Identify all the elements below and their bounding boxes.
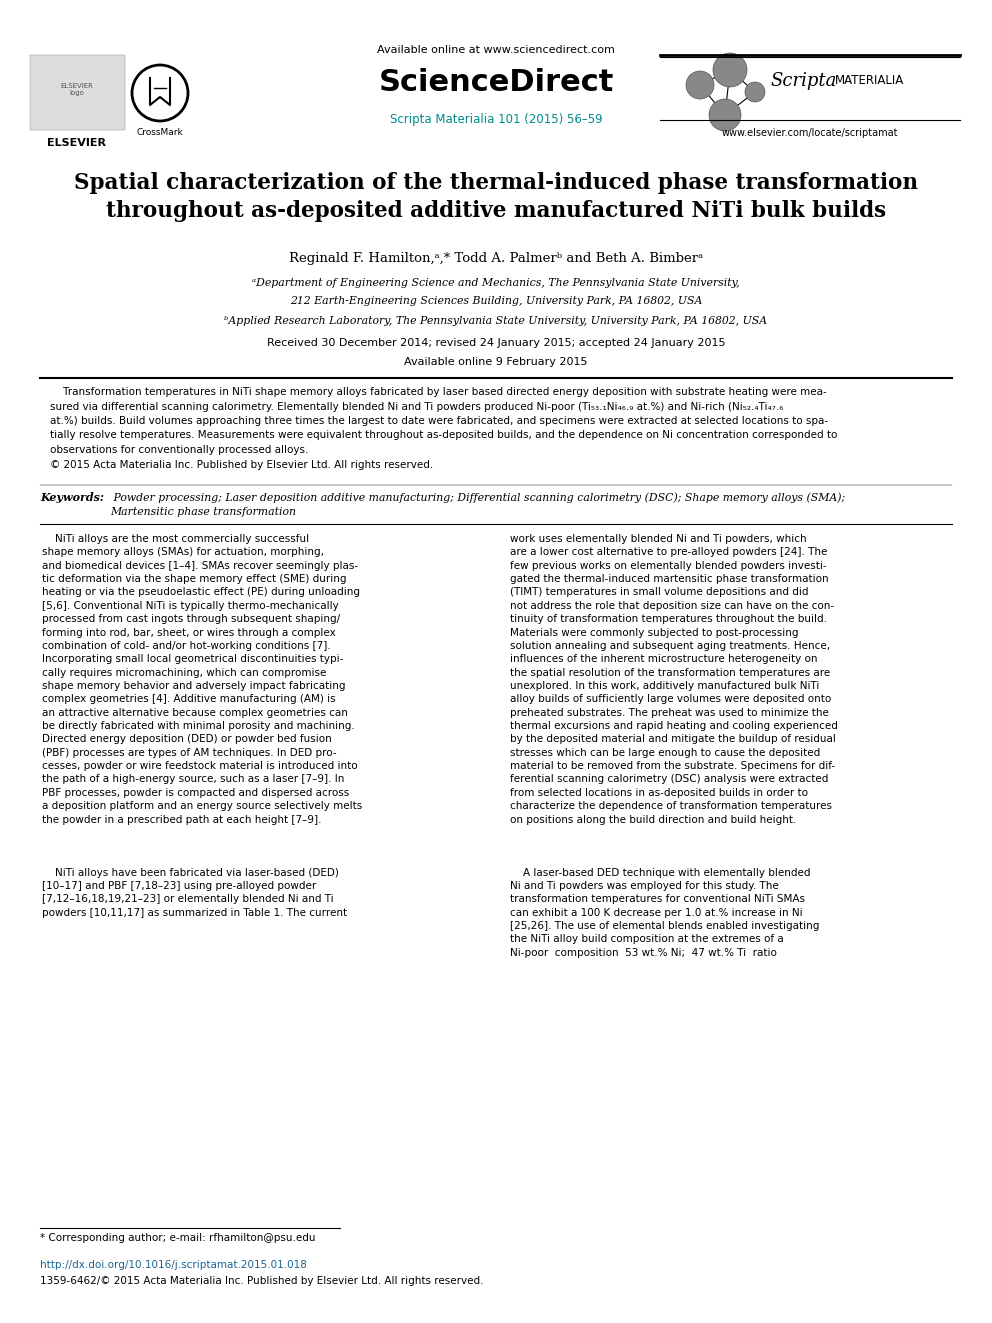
- Text: Martensitic phase transformation: Martensitic phase transformation: [110, 507, 296, 517]
- Text: ᵇApplied Research Laboratory, The Pennsylvania State University, University Park: ᵇApplied Research Laboratory, The Pennsy…: [224, 316, 768, 325]
- Text: 212 Earth-Engineering Sciences Building, University Park, PA 16802, USA: 212 Earth-Engineering Sciences Building,…: [290, 296, 702, 306]
- Text: Scripta Materialia 101 (2015) 56–59: Scripta Materialia 101 (2015) 56–59: [390, 112, 602, 126]
- Ellipse shape: [686, 71, 714, 99]
- Text: ScienceDirect: ScienceDirect: [378, 67, 614, 97]
- Text: sured via differential scanning calorimetry. Elementally blended Ni and Ti powde: sured via differential scanning calorime…: [50, 401, 784, 411]
- Bar: [30, 56, 125, 130]
- Text: NiTi alloys are the most commercially successful
shape memory alloys (SMAs) for : NiTi alloys are the most commercially su…: [42, 534, 362, 824]
- Text: Powder processing; Laser deposition additive manufacturing; Differential scannin: Powder processing; Laser deposition addi…: [110, 492, 845, 503]
- Text: CrossMark: CrossMark: [137, 128, 184, 138]
- Text: ᵃDepartment of Engineering Science and Mechanics, The Pennsylvania State Univers: ᵃDepartment of Engineering Science and M…: [252, 278, 740, 288]
- Text: ELSEVIER: ELSEVIER: [48, 138, 106, 148]
- Text: NiTi alloys have been fabricated via laser-based (DED)
[10–17] and PBF [7,18–23]: NiTi alloys have been fabricated via las…: [42, 868, 347, 918]
- Ellipse shape: [709, 99, 741, 131]
- Ellipse shape: [713, 53, 747, 87]
- Text: 1359-6462/© 2015 Acta Materialia Inc. Published by Elsevier Ltd. All rights rese: 1359-6462/© 2015 Acta Materialia Inc. Pu…: [40, 1275, 483, 1286]
- Text: Received 30 December 2014; revised 24 January 2015; accepted 24 January 2015: Received 30 December 2014; revised 24 Ja…: [267, 337, 725, 348]
- Text: Keywords:: Keywords:: [40, 492, 104, 503]
- Text: * Corresponding author; e-mail: rfhamilton@psu.edu: * Corresponding author; e-mail: rfhamilt…: [40, 1233, 315, 1244]
- Text: tially resolve temperatures. Measurements were equivalent throughout as-deposite: tially resolve temperatures. Measurement…: [50, 430, 837, 441]
- Text: Available online at www.sciencedirect.com: Available online at www.sciencedirect.co…: [377, 45, 615, 56]
- Text: Scripta: Scripta: [770, 71, 836, 90]
- Ellipse shape: [745, 82, 765, 102]
- Text: ELSEVIER
logo: ELSEVIER logo: [61, 83, 93, 97]
- Text: observations for conventionally processed alloys.: observations for conventionally processe…: [50, 445, 309, 455]
- Text: http://dx.doi.org/10.1016/j.scriptamat.2015.01.018: http://dx.doi.org/10.1016/j.scriptamat.2…: [40, 1259, 307, 1270]
- Text: at.%) builds. Build volumes approaching three times the largest to date were fab: at.%) builds. Build volumes approaching …: [50, 415, 828, 426]
- Text: MATERIALIA: MATERIALIA: [835, 74, 905, 87]
- Text: Spatial characterization of the thermal-induced phase transformation: Spatial characterization of the thermal-…: [74, 172, 918, 194]
- Text: A laser-based DED technique with elementally blended
Ni and Ti powders was emplo: A laser-based DED technique with element…: [510, 868, 819, 958]
- Text: © 2015 Acta Materialia Inc. Published by Elsevier Ltd. All rights reserved.: © 2015 Acta Materialia Inc. Published by…: [50, 459, 434, 470]
- Text: work uses elementally blended Ni and Ti powders, which
are a lower cost alternat: work uses elementally blended Ni and Ti …: [510, 534, 838, 824]
- Text: www.elsevier.com/locate/scriptamat: www.elsevier.com/locate/scriptamat: [722, 128, 898, 138]
- Text: Reginald F. Hamilton,ᵃ,* Todd A. Palmerᵇ and Beth A. Bimberᵃ: Reginald F. Hamilton,ᵃ,* Todd A. Palmerᵇ…: [289, 251, 703, 265]
- Text: Available online 9 February 2015: Available online 9 February 2015: [405, 357, 587, 366]
- Text: throughout as-deposited additive manufactured NiTi bulk builds: throughout as-deposited additive manufac…: [106, 200, 886, 222]
- Text: Transformation temperatures in NiTi shape memory alloys fabricated by laser base: Transformation temperatures in NiTi shap…: [50, 388, 826, 397]
